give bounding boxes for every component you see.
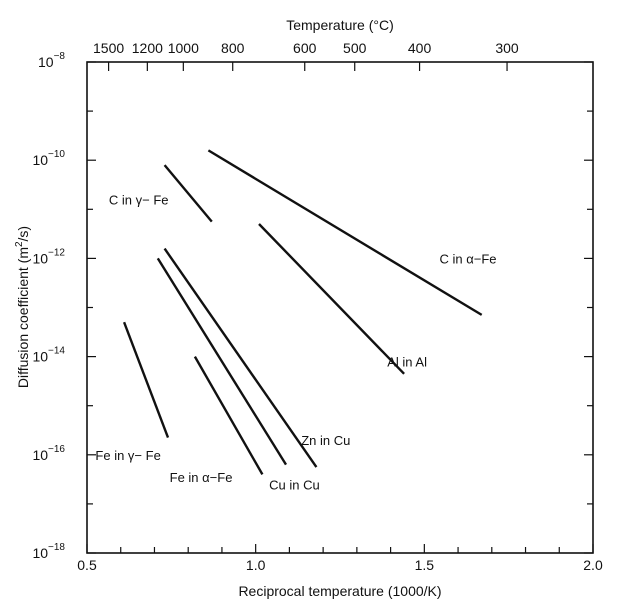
y-tick-exponent: −10 <box>48 149 65 160</box>
top-tick-label: 1500 <box>93 40 124 56</box>
x-tick-label: 2.0 <box>583 557 603 573</box>
top-tick-label: 800 <box>221 40 245 56</box>
top-axis-title: Temperature (°C) <box>286 17 394 33</box>
series-line <box>163 164 213 223</box>
series-label: C in α−Fe <box>440 251 497 266</box>
y-tick-base: 10 <box>32 447 48 463</box>
series-label: Al in Al <box>387 355 427 370</box>
y-tick-label: 10−8 <box>38 51 65 70</box>
top-tick-label: 600 <box>293 40 317 56</box>
y-tick-base: 10 <box>32 545 48 561</box>
series-line <box>122 321 170 439</box>
y-tick-base: 10 <box>32 152 48 168</box>
y-tick-base: 10 <box>38 54 54 70</box>
y-tick-exponent: −12 <box>48 247 65 258</box>
y-tick-exponent: −14 <box>48 346 65 357</box>
series-line <box>193 356 264 475</box>
y-tick-label: 10−10 <box>32 149 65 168</box>
series-label: Fe in γ− Fe <box>95 448 160 463</box>
series-label: Fe in α−Fe <box>170 470 233 485</box>
series-line <box>258 223 405 375</box>
y-axis-title-main: Diffusion coefficient (m <box>15 247 31 388</box>
y-axis-title: Diffusion coefficient (m2/s) <box>14 226 31 388</box>
series-group: C in α−Fe C in γ− Fe Al in Al Zn in Cu Cu in… <box>95 149 497 492</box>
series-line <box>207 149 483 316</box>
y-axis-title-end: /s) <box>15 226 31 242</box>
top-tick-label: 500 <box>343 40 367 56</box>
series-label: Zn in Cu <box>301 433 350 448</box>
y-tick-exponent: −8 <box>54 51 66 62</box>
y-tick-label: 10−14 <box>32 346 65 365</box>
top-tick-label: 1200 <box>132 40 163 56</box>
y-tick-base: 10 <box>32 250 48 266</box>
top-tick-label: 1000 <box>168 40 199 56</box>
series-label: C in γ− Fe <box>109 192 169 207</box>
x-tick-label: 1.0 <box>246 557 266 573</box>
y-tick-exponent: −18 <box>48 542 65 553</box>
x-tick-label: 1.5 <box>415 557 435 573</box>
tick-labels: 0.5 1.0 1.5 2.0 1500 1200 1000 800 600 500 400 300 1… <box>32 40 602 573</box>
axis-ticks <box>86 61 594 554</box>
series-label: Cu in Cu <box>269 477 320 492</box>
series-line <box>156 257 288 466</box>
x-tick-label: 0.5 <box>77 557 97 573</box>
y-tick-label: 10−16 <box>32 444 65 463</box>
x-axis-title: Reciprocal temperature (1000/K) <box>238 583 441 599</box>
y-tick-base: 10 <box>32 349 48 365</box>
series-line <box>163 247 318 468</box>
y-tick-exponent: −16 <box>48 444 65 455</box>
top-tick-label: 300 <box>495 40 519 56</box>
y-tick-label: 10−18 <box>32 542 65 561</box>
y-axis-title-sup: 2 <box>14 241 25 247</box>
top-tick-label: 400 <box>408 40 432 56</box>
y-tick-label: 10−12 <box>32 247 65 266</box>
